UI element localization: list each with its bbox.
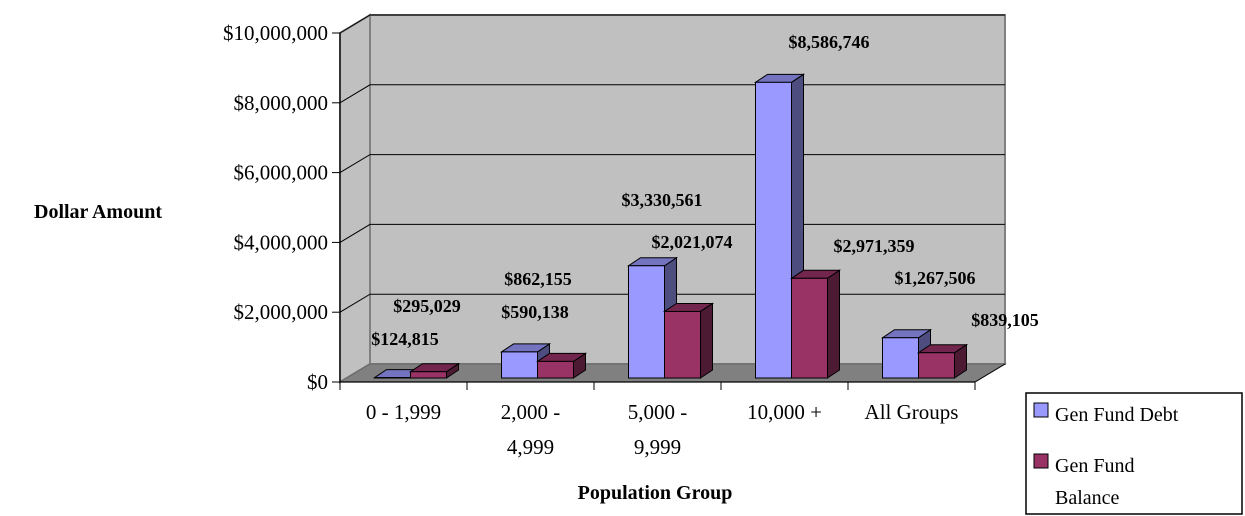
bar-front bbox=[628, 265, 665, 379]
data-label: $839,105 bbox=[971, 310, 1039, 330]
y-tick-label: $8,000,000 bbox=[234, 91, 329, 115]
bar bbox=[916, 343, 969, 379]
x-axis-title: Population Group bbox=[578, 482, 733, 504]
legend-label: Balance bbox=[1055, 487, 1120, 509]
data-label: $862,155 bbox=[504, 269, 572, 289]
y-tick-label: $6,000,000 bbox=[234, 161, 329, 185]
legend-label: Gen Fund Debt bbox=[1055, 404, 1179, 426]
y-tick-label: $4,000,000 bbox=[234, 230, 329, 254]
x-tick-label: 10,000 + bbox=[747, 400, 822, 424]
y-tick-label: $0 bbox=[307, 370, 328, 394]
bar-front bbox=[537, 360, 574, 379]
data-label: $295,029 bbox=[393, 296, 461, 316]
data-label: $2,971,359 bbox=[834, 236, 915, 256]
legend: Gen Fund Debt Gen Fund Balance bbox=[1025, 392, 1243, 515]
data-label: $8,586,746 bbox=[789, 32, 870, 52]
legend-swatch bbox=[1033, 453, 1049, 469]
data-label: $124,815 bbox=[371, 329, 439, 349]
x-tick-label: 4,999 bbox=[507, 435, 554, 459]
legend-box bbox=[1025, 392, 1243, 515]
x-tick-label: 5,000 - bbox=[628, 400, 688, 424]
bar-front bbox=[755, 81, 792, 379]
bar bbox=[753, 73, 806, 379]
data-label: $1,267,506 bbox=[895, 268, 976, 288]
y-tick-label: $2,000,000 bbox=[234, 300, 329, 324]
bar-front bbox=[501, 351, 538, 379]
x-tick-label: 9,999 bbox=[634, 435, 681, 459]
bar-side bbox=[827, 269, 840, 379]
data-label: $590,138 bbox=[501, 302, 569, 322]
x-tick-label: All Groups bbox=[865, 400, 959, 424]
legend-label: Gen Fund bbox=[1055, 455, 1134, 477]
y-tick-label: $10,000,000 bbox=[223, 21, 328, 45]
x-tick-label: 0 - 1,999 bbox=[366, 400, 441, 424]
data-label: $3,330,561 bbox=[622, 190, 703, 210]
bar-front bbox=[664, 310, 701, 379]
bar-side bbox=[700, 302, 713, 379]
bar-front bbox=[791, 277, 828, 379]
bar bbox=[662, 302, 715, 379]
bar-front bbox=[918, 352, 955, 379]
floor-edge bbox=[974, 363, 1006, 383]
legend-swatch bbox=[1033, 402, 1049, 418]
y-axis-title: Dollar Amount bbox=[34, 201, 162, 223]
bar-front bbox=[410, 371, 447, 379]
bar-front bbox=[882, 337, 919, 379]
bar bbox=[535, 352, 588, 379]
side-wall bbox=[339, 13, 371, 384]
bar bbox=[408, 362, 461, 379]
gridline bbox=[339, 14, 1005, 34]
axes: $0 $2,000,000 $4,000,000 $6,000,000 $8,000,0… bbox=[223, 21, 1006, 459]
x-tick-label: 2,000 - bbox=[501, 400, 561, 424]
data-labels: $124,815 $295,029 $862,155 $590,138 $3,330,5… bbox=[371, 32, 1039, 349]
bar bbox=[789, 269, 842, 379]
bars bbox=[372, 73, 969, 379]
data-label: $2,021,074 bbox=[652, 232, 733, 252]
